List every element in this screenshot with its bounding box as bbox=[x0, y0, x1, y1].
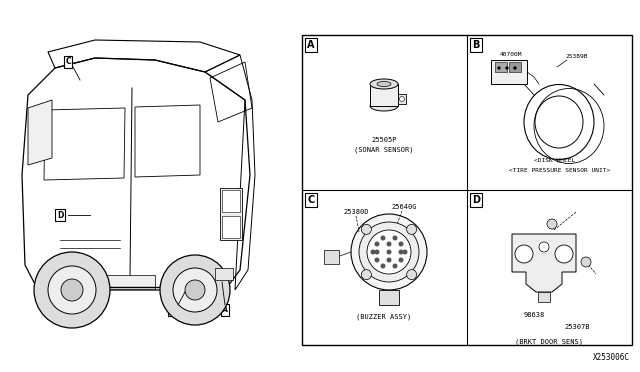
Bar bbox=[222, 216, 240, 238]
Text: (BRKT DOOR SENS): (BRKT DOOR SENS) bbox=[515, 339, 583, 345]
Circle shape bbox=[387, 257, 392, 263]
Circle shape bbox=[374, 241, 380, 247]
Circle shape bbox=[497, 67, 500, 70]
Text: <DISK WHEEL: <DISK WHEEL bbox=[534, 157, 575, 163]
Circle shape bbox=[48, 266, 96, 314]
Circle shape bbox=[61, 279, 83, 301]
Circle shape bbox=[403, 250, 408, 254]
Ellipse shape bbox=[370, 101, 398, 111]
Text: X253006C: X253006C bbox=[593, 353, 630, 362]
Circle shape bbox=[387, 250, 392, 254]
Text: <TIRE PRESSURE SENSOR UNIT>: <TIRE PRESSURE SENSOR UNIT> bbox=[509, 167, 611, 173]
Circle shape bbox=[581, 257, 591, 267]
Polygon shape bbox=[28, 100, 52, 165]
Text: 25389B: 25389B bbox=[566, 55, 588, 60]
Bar bbox=[220, 188, 242, 240]
Circle shape bbox=[381, 235, 385, 241]
Bar bbox=[495, 62, 507, 72]
Circle shape bbox=[160, 255, 230, 325]
Circle shape bbox=[515, 245, 533, 263]
Circle shape bbox=[359, 222, 419, 282]
Circle shape bbox=[399, 241, 403, 247]
Text: D: D bbox=[57, 211, 63, 219]
Circle shape bbox=[539, 242, 549, 252]
Ellipse shape bbox=[377, 81, 391, 87]
Text: 40700M: 40700M bbox=[500, 51, 522, 57]
Text: 25640G: 25640G bbox=[391, 204, 417, 210]
Circle shape bbox=[547, 219, 557, 229]
Circle shape bbox=[399, 257, 403, 263]
Circle shape bbox=[506, 67, 509, 70]
Text: (SONAR SENSOR): (SONAR SENSOR) bbox=[355, 147, 413, 153]
Circle shape bbox=[362, 270, 371, 280]
Circle shape bbox=[374, 250, 380, 254]
Circle shape bbox=[406, 270, 417, 280]
Polygon shape bbox=[398, 94, 406, 104]
Circle shape bbox=[371, 250, 376, 254]
Circle shape bbox=[406, 224, 417, 234]
Text: B: B bbox=[169, 305, 175, 314]
Text: C: C bbox=[307, 195, 315, 205]
Circle shape bbox=[392, 235, 397, 241]
Text: A: A bbox=[307, 40, 315, 50]
Text: 25505P: 25505P bbox=[371, 137, 397, 143]
Circle shape bbox=[555, 245, 573, 263]
Bar bbox=[70, 275, 155, 289]
Bar bbox=[491, 60, 527, 84]
Text: (BUZZER ASSY): (BUZZER ASSY) bbox=[356, 314, 412, 320]
Bar bbox=[538, 292, 550, 302]
Text: B: B bbox=[472, 40, 480, 50]
Circle shape bbox=[374, 257, 380, 263]
Circle shape bbox=[34, 252, 110, 328]
Text: 25380D: 25380D bbox=[343, 209, 369, 215]
Text: C: C bbox=[65, 58, 71, 67]
Text: D: D bbox=[472, 195, 480, 205]
Bar bbox=[222, 190, 240, 212]
Text: 98638: 98638 bbox=[524, 312, 545, 318]
Bar bbox=[509, 62, 521, 72]
Circle shape bbox=[399, 96, 404, 102]
Text: 25307B: 25307B bbox=[564, 324, 589, 330]
Circle shape bbox=[381, 263, 385, 269]
Circle shape bbox=[173, 268, 217, 312]
Circle shape bbox=[362, 224, 371, 234]
Circle shape bbox=[399, 250, 403, 254]
Text: A: A bbox=[222, 305, 228, 314]
Circle shape bbox=[387, 241, 392, 247]
Polygon shape bbox=[370, 84, 398, 106]
Ellipse shape bbox=[370, 79, 398, 89]
Circle shape bbox=[392, 263, 397, 269]
Bar bbox=[379, 290, 399, 305]
Bar bbox=[324, 250, 339, 264]
Circle shape bbox=[185, 280, 205, 300]
Circle shape bbox=[351, 214, 427, 290]
Bar bbox=[215, 268, 233, 280]
Bar bbox=[302, 35, 632, 345]
Circle shape bbox=[367, 230, 411, 274]
Polygon shape bbox=[512, 234, 576, 292]
Circle shape bbox=[513, 67, 516, 70]
